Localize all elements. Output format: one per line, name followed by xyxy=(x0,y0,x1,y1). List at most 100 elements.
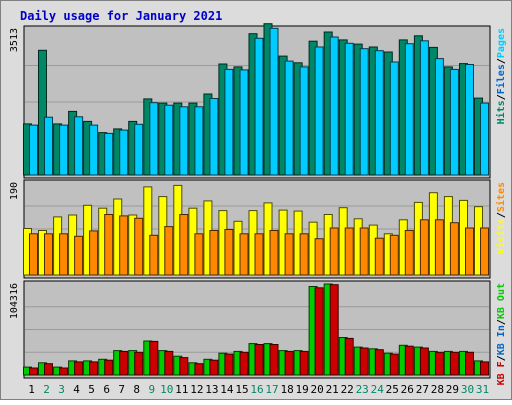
chart-title: Daily usage for January 2021 xyxy=(20,9,222,23)
x-tick-label: 27 xyxy=(416,383,429,396)
bar-visits xyxy=(143,186,153,276)
bar-sites xyxy=(209,230,219,276)
bar-sites xyxy=(29,233,38,276)
bar-sites xyxy=(329,227,339,276)
bar-sites xyxy=(284,233,294,276)
bar-pages xyxy=(29,124,38,176)
bar-pages xyxy=(419,40,429,176)
bar-pages xyxy=(239,69,249,176)
x-tick-label: 6 xyxy=(103,383,110,396)
legend-entry: Visits xyxy=(495,218,507,254)
bar-sites xyxy=(104,214,114,276)
x-tick-label: 14 xyxy=(220,383,234,396)
legend-entry: / xyxy=(496,355,507,361)
bar-kb-f xyxy=(359,347,369,376)
bar-kb-f xyxy=(404,345,414,376)
x-tick-label: 1 xyxy=(28,383,35,396)
x-tick-label: 11 xyxy=(175,383,188,396)
bar-kb-f xyxy=(239,351,249,376)
bar-pages xyxy=(404,43,414,176)
bar-pages xyxy=(59,124,69,176)
bar-pages xyxy=(465,64,474,176)
bar-pages xyxy=(209,98,219,176)
bar-sites xyxy=(44,233,53,276)
legend-entry: KB Out xyxy=(496,283,507,319)
bar-kb-f xyxy=(224,353,234,376)
x-tick-label: 30 xyxy=(461,383,474,396)
bar-sites xyxy=(134,217,144,276)
bar-sites xyxy=(149,234,159,276)
bar-kb-f xyxy=(149,340,159,376)
bar-kb-f xyxy=(119,350,129,376)
bar-pages xyxy=(359,48,369,176)
x-tick-label: 17 xyxy=(265,383,278,396)
legend-entry: Sites xyxy=(495,182,507,212)
bar-kb-f xyxy=(284,350,294,376)
bar-sites xyxy=(404,230,414,276)
bar-sites xyxy=(254,233,264,276)
bar-kb-f xyxy=(164,350,174,376)
bar-kb-f xyxy=(344,337,354,376)
bar-pages xyxy=(44,116,53,176)
bar-kb-f xyxy=(434,351,444,376)
legend-entry: Files xyxy=(495,64,507,94)
bar-pages xyxy=(149,102,159,176)
bar-kb-f xyxy=(209,359,219,376)
x-tick-label: 18 xyxy=(280,383,293,396)
x-tick-label: 29 xyxy=(446,383,459,396)
bar-sites xyxy=(465,227,474,276)
bar-sites xyxy=(359,227,369,276)
bar-sites xyxy=(480,227,489,276)
bar-pages xyxy=(299,66,309,176)
legend-entry: / xyxy=(496,212,507,218)
bar-kb-f xyxy=(104,359,114,376)
bar-pages xyxy=(374,50,384,176)
bar-kb-f xyxy=(329,284,339,376)
x-tick-label: 21 xyxy=(326,383,339,396)
x-tick-label: 25 xyxy=(386,383,399,396)
bar-kb-f xyxy=(59,367,69,376)
x-tick-label: 28 xyxy=(431,383,444,396)
bar-kb-f xyxy=(374,349,384,376)
x-tick-label: 4 xyxy=(73,383,80,396)
x-tick-label: 3 xyxy=(58,383,65,396)
bar-sites xyxy=(59,233,69,276)
x-tick-label: 12 xyxy=(190,383,203,396)
bar-sites xyxy=(344,227,354,276)
bar-sites xyxy=(239,233,249,276)
legend-entry: / xyxy=(496,58,507,64)
bar-kb-f xyxy=(314,287,324,376)
x-tick-label: 22 xyxy=(341,383,354,396)
x-tick-label: 8 xyxy=(133,383,140,396)
bar-kb-f xyxy=(480,361,489,376)
bar-kb-f xyxy=(179,357,189,376)
bar-kb-f xyxy=(44,363,53,376)
bar-sites xyxy=(164,226,174,276)
bar-kb-f xyxy=(194,363,204,376)
x-tick-label: 24 xyxy=(371,383,385,396)
x-tick-label: 31 xyxy=(476,383,489,396)
bar-pages xyxy=(134,123,144,176)
x-tick-label: 16 xyxy=(250,383,263,396)
bar-kb-f xyxy=(269,344,279,376)
legend-entry: Hits xyxy=(495,100,507,124)
bar-pages xyxy=(329,36,339,176)
bar-kb-f xyxy=(74,361,84,376)
bar-sites xyxy=(224,229,234,276)
bar-pages xyxy=(284,60,294,176)
bar-kb-f xyxy=(299,350,309,376)
bar-sites xyxy=(314,238,324,276)
bar-pages xyxy=(224,68,234,176)
x-tick-label: 13 xyxy=(205,383,218,396)
bar-pages xyxy=(254,37,264,176)
x-tick-label: 2 xyxy=(43,383,50,396)
bar-pages xyxy=(119,129,129,176)
bar-pages xyxy=(434,58,444,176)
x-axis-labels: 1 2 3 4 5 6 7 8 9 10 11 12 13 14 15 16 17 18 19 20 21 22 23 24 2… xyxy=(28,383,489,396)
bar-pages xyxy=(344,42,354,176)
legend-entry: KB F xyxy=(496,361,507,385)
